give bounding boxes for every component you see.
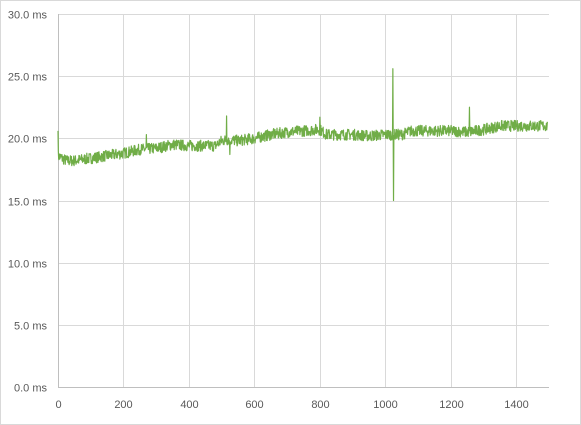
y-tick-label: 0.0 ms: [14, 383, 48, 395]
series-layer: [57, 68, 548, 202]
x-tick-label: 0: [55, 399, 61, 411]
y-tick-label: 25.0 ms: [8, 72, 48, 84]
gridlines: [58, 14, 549, 387]
x-tick-label: 600: [245, 399, 263, 411]
y-tick-label: 15.0 ms: [8, 197, 48, 209]
y-tick-labels: 0.0 ms 5.0 ms 10.0 ms 15.0 ms 20.0 ms 25.0 ms…: [8, 10, 48, 395]
x-tick-label: 1000: [373, 399, 397, 411]
x-tick-label: 1200: [439, 399, 463, 411]
y-tick-label: 20.0 ms: [8, 134, 48, 146]
x-tick-label: 1400: [504, 399, 528, 411]
x-tick-labels: 0 200 400 600 800 1000 1200 1400: [55, 399, 528, 411]
x-tick-label: 800: [311, 399, 329, 411]
series-line: [57, 68, 548, 202]
y-tick-label: 5.0 ms: [14, 321, 48, 333]
x-tick-label: 400: [180, 399, 198, 411]
y-tick-label: 30.0 ms: [8, 10, 48, 22]
x-tick-label: 200: [114, 399, 132, 411]
y-tick-label: 10.0 ms: [8, 259, 48, 271]
axes: [58, 14, 549, 388]
